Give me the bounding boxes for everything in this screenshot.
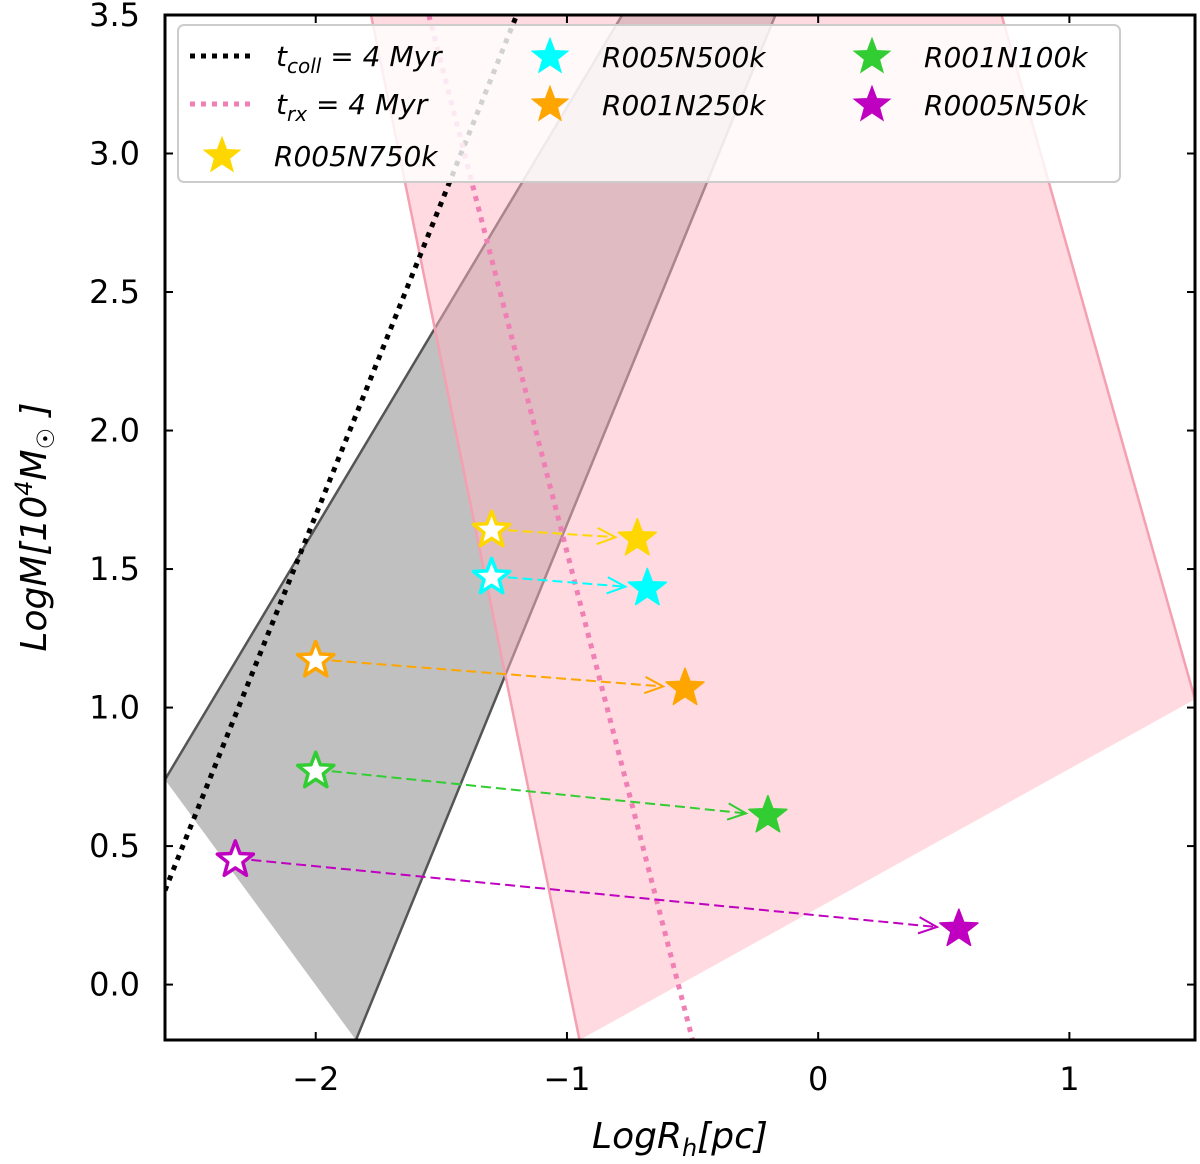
legend-label-r005n500k: R005N500k [602,41,767,74]
x-tick-label: −2 [292,1060,339,1098]
axis-ticks: −2 −1 0 1 0.0 0.5 1.0 1.5 2.0 2.5 3.0 3.5 [89,0,1195,1098]
legend-label-r001n250k: R001N250k [602,89,767,122]
legend-line-label: tcoll = 4 Myr [276,40,443,78]
legend-label-r005n750k: R005N750k [274,140,439,173]
bands [165,15,1195,1040]
arrow-r005n500k [507,576,626,588]
t-rx-line [426,15,695,1040]
t-coll-line [165,15,520,892]
arrow-r001n100k [331,770,747,815]
star-markers [215,509,979,947]
arrowhead-r0005n50k [917,916,940,935]
legend-star-r001n250k [530,84,570,122]
plot-frame [163,13,1197,1042]
y-tick-label: 0.0 [89,966,140,1004]
legend-label-r0005n50k: R0005N50k [924,89,1089,122]
arrowhead-r001n100k [726,802,749,821]
x-tick-label: −1 [543,1060,590,1098]
y-tick-label: 3.0 [89,135,140,173]
legend-label-r001n100k: R001N100k [924,41,1089,74]
y-tick-label: 0.5 [89,827,140,865]
arrow-r005n750k [507,529,616,539]
initial-star-r001n100k [295,750,336,789]
final-star-r0005n50k [939,908,979,947]
y-tick-label: 1.5 [89,550,140,588]
legend-star-r0005n50k [852,84,892,122]
initial-star-r001n250k [295,639,336,678]
arrowhead-r001n250k [643,676,666,695]
arrowhead-r005n750k [596,526,618,546]
x-axis-label: LogRh[pc] [592,1116,768,1162]
y-tick-label: 3.5 [89,0,140,34]
arrowhead-r005n500k [606,576,628,595]
y-tick-label: 2.0 [89,412,140,450]
initial-star-r005n750k [471,509,512,548]
initial-star-r005n500k [471,556,512,595]
y-tick-label: 2.5 [89,273,140,311]
legend-star-r001n100k [852,36,892,74]
final-star-r005n500k [627,567,668,606]
evolution-arrows [251,526,940,935]
x-tick-label: 1 [1059,1060,1079,1098]
x-tick-label: 0 [808,1060,828,1098]
arrow-r001n250k [331,659,664,688]
arrow-r0005n50k [251,858,938,929]
y-axis-label: LogM[104M☉ ] [10,402,60,651]
axis-labels: LogRh[pc] LogM[104M☉ ] [10,402,768,1162]
initial-star-r0005n50k [215,839,256,878]
legend-star-r005n500k [530,36,570,74]
legend-line-label: trx = 4 Myr [276,88,429,126]
legend-star-r005n750k [202,135,242,173]
legend-box [177,24,1121,183]
final-star-r005n750k [617,517,658,556]
y-tick-label: 1.0 [89,689,140,727]
final-star-r001n250k [665,667,705,706]
relaxation-band [371,15,1195,1040]
final-star-r001n100k [748,794,788,833]
reference-lines [165,15,695,1040]
legend: tcoll = 4 Myr trx = 4 Myr R005N750k R005N50… [177,24,1121,183]
